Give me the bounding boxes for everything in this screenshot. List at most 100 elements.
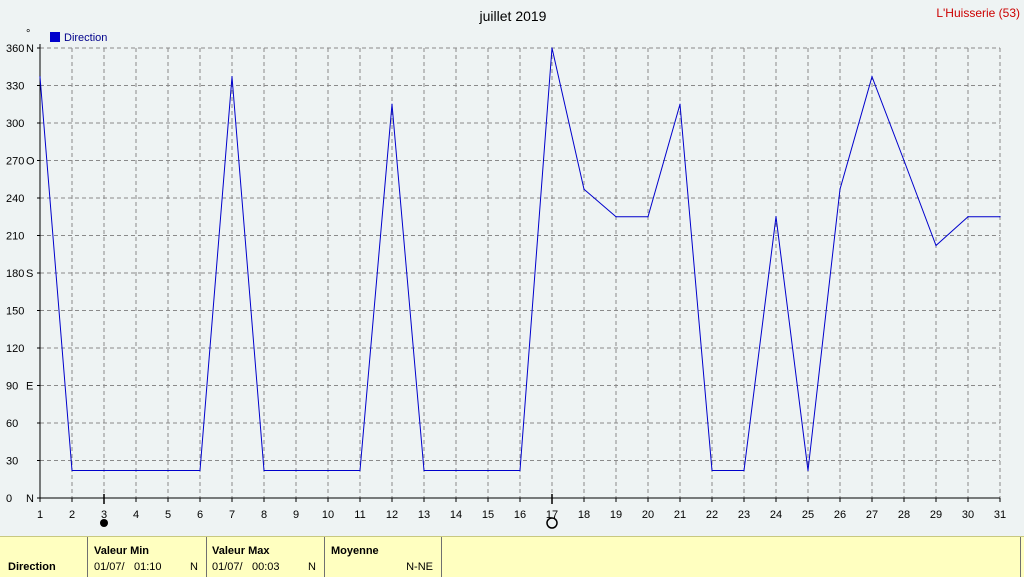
x-tick-label: 10 (322, 509, 334, 521)
x-tick-label: 2 (69, 509, 75, 521)
data-point (231, 76, 233, 78)
x-tick-label: 1 (37, 509, 43, 521)
y-tick-direction: O (26, 156, 35, 168)
y-tick-direction: E (26, 381, 33, 393)
x-tick-label: 6 (197, 509, 203, 521)
x-tick-label: 17 (546, 509, 558, 521)
data-point (391, 103, 393, 105)
x-tick-label: 12 (386, 509, 398, 521)
max-date: 01/07/ (212, 561, 243, 573)
data-point (775, 216, 777, 218)
data-point (135, 469, 137, 472)
x-tick-label: 20 (642, 509, 654, 521)
avg-value: N-NE (406, 561, 433, 573)
y-tick-label: 240 (6, 193, 24, 205)
x-tick-label: 5 (165, 509, 171, 521)
x-tick-label: 18 (578, 509, 590, 521)
y-tick-label: 90 (6, 381, 18, 393)
x-tick-label: 7 (229, 509, 235, 521)
x-tick-label: 23 (738, 509, 750, 521)
chart-title: juillet 2019 (479, 8, 547, 24)
x-tick-label: 24 (770, 509, 782, 521)
y-tick-label: 60 (6, 418, 18, 430)
x-tick-label: 4 (133, 509, 139, 521)
x-tick-label: 21 (674, 509, 686, 521)
min-time: 01:10 (134, 561, 162, 573)
x-tick-label: 29 (930, 509, 942, 521)
data-point (999, 216, 1001, 218)
max-marker (546, 517, 558, 529)
data-point (967, 216, 969, 218)
y-tick-label: 270 (6, 156, 24, 168)
y-tick-label: 210 (6, 231, 24, 243)
y-tick-label: 330 (6, 81, 24, 93)
data-point (615, 216, 617, 218)
max-dir: N (308, 561, 316, 573)
y-tick-label: 300 (6, 118, 24, 130)
y-tick-direction: N (26, 493, 34, 505)
data-point (327, 469, 329, 472)
data-point (743, 469, 745, 472)
x-tick-label: 19 (610, 509, 622, 521)
data-point (263, 469, 265, 472)
x-tick-label: 31 (994, 509, 1006, 521)
min-dir: N (190, 561, 198, 573)
x-tick-label: 28 (898, 509, 910, 521)
avg-header: Moyenne (331, 545, 379, 557)
y-tick-label: 150 (6, 306, 24, 318)
data-point (103, 469, 105, 472)
summary-panel: Direction Valeur Min 01/07/ 01:10 N Vale… (0, 536, 1024, 577)
data-point (423, 469, 425, 472)
summary-label-cell: Direction (0, 537, 88, 577)
x-tick-label: 30 (962, 509, 974, 521)
footer-edge (1020, 537, 1021, 577)
legend-label: Direction (64, 32, 107, 44)
data-point (839, 188, 841, 190)
data-point (199, 469, 201, 472)
x-tick-label: 27 (866, 509, 878, 521)
y-tick-label: 180 (6, 268, 24, 280)
x-tick-label: 25 (802, 509, 814, 521)
x-tick-label: 11 (354, 509, 365, 521)
legend-swatch (50, 32, 60, 42)
x-tick-label: 22 (706, 509, 718, 521)
data-point (871, 76, 873, 78)
data-point (487, 469, 489, 472)
data-point (711, 469, 713, 472)
data-point (519, 469, 521, 472)
y-tick-label: 120 (6, 343, 24, 355)
x-tick-label: 14 (450, 509, 462, 521)
summary-row-label: Direction (8, 561, 56, 573)
max-header: Valeur Max (212, 545, 270, 557)
min-marker (100, 519, 108, 527)
data-point (167, 469, 169, 472)
degree-unit: ° (26, 28, 30, 40)
x-tick-label: 26 (834, 509, 846, 521)
data-point (807, 469, 809, 472)
y-tick-label: 360 (6, 43, 24, 55)
max-time: 00:03 (252, 561, 280, 573)
data-point (359, 469, 361, 472)
y-tick-direction: N (26, 43, 34, 55)
y-tick-label: 0 (6, 493, 12, 505)
min-header: Valeur Min (94, 545, 150, 557)
x-tick-label: 3 (101, 509, 107, 521)
data-point (903, 159, 905, 162)
y-tick-label: 30 (6, 456, 18, 468)
x-tick-label: 13 (418, 509, 430, 521)
max-cell: Valeur Max 01/07/ 00:03 N (207, 537, 325, 577)
data-point (647, 216, 649, 218)
min-cell: Valeur Min 01/07/ 01:10 N (88, 537, 207, 577)
data-point (935, 244, 937, 247)
x-tick-label: 9 (293, 509, 299, 521)
data-point (583, 188, 585, 190)
x-tick-label: 8 (261, 509, 267, 521)
data-point (551, 47, 553, 49)
data-point (295, 469, 297, 472)
data-point (455, 469, 457, 472)
y-tick-direction: S (26, 268, 33, 280)
x-tick-label: 16 (514, 509, 526, 521)
data-point (679, 103, 681, 105)
direction-chart: juillet 2019 L'Huisserie (53) ° Directio… (6, 6, 1020, 529)
